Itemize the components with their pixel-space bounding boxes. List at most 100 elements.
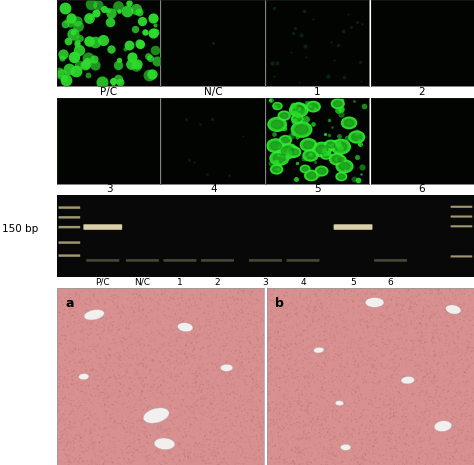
- Point: [216, 433, 223, 440]
- Point: [296, 319, 303, 327]
- Point: [59, 382, 67, 389]
- Point: [196, 361, 203, 369]
- Point: [80, 359, 88, 366]
- Point: [450, 401, 457, 408]
- Point: [67, 453, 75, 461]
- Point: [320, 332, 328, 339]
- Point: [81, 412, 88, 419]
- Point: [170, 458, 178, 465]
- Point: [85, 371, 93, 378]
- Point: [177, 350, 185, 357]
- Point: [454, 456, 461, 464]
- Point: [167, 450, 174, 457]
- Point: [414, 322, 422, 330]
- Point: [280, 306, 288, 313]
- Text: 4: 4: [210, 185, 217, 194]
- Point: [119, 340, 127, 347]
- Point: [65, 456, 73, 464]
- Point: [363, 296, 370, 304]
- Point: [258, 303, 266, 311]
- Point: [176, 314, 183, 321]
- Point: [409, 292, 416, 300]
- Point: [456, 311, 464, 318]
- Point: [268, 332, 275, 339]
- Point: [310, 371, 317, 378]
- Point: [130, 383, 138, 391]
- Point: [354, 360, 362, 368]
- Point: [88, 440, 95, 447]
- Point: [69, 344, 77, 352]
- Point: [165, 428, 173, 435]
- Point: [349, 348, 356, 356]
- Point: [239, 339, 247, 346]
- Point: [196, 420, 204, 427]
- Point: [305, 434, 312, 442]
- Point: [202, 321, 210, 329]
- Point: [127, 423, 135, 430]
- Point: [151, 454, 158, 462]
- Point: [193, 294, 201, 301]
- Point: [214, 410, 221, 418]
- Point: [242, 352, 250, 360]
- Point: [109, 399, 117, 407]
- Point: [412, 459, 420, 465]
- Point: [241, 432, 249, 440]
- Point: [187, 449, 194, 456]
- Point: [247, 386, 255, 394]
- Point: [224, 421, 232, 428]
- Point: [200, 402, 207, 409]
- Point: [332, 302, 339, 310]
- Point: [303, 317, 311, 324]
- Point: [152, 394, 159, 401]
- Point: [465, 340, 472, 347]
- Point: [275, 293, 283, 300]
- Point: [124, 404, 131, 411]
- Point: [233, 295, 240, 303]
- Point: [451, 319, 458, 326]
- Point: [247, 292, 255, 299]
- Point: [362, 319, 370, 326]
- Point: [99, 343, 107, 351]
- Point: [421, 311, 429, 319]
- Point: [335, 348, 343, 355]
- Point: [359, 357, 366, 365]
- Point: [287, 416, 295, 424]
- Point: [444, 442, 452, 450]
- Point: [126, 389, 133, 396]
- Point: [275, 345, 283, 352]
- Point: [321, 415, 328, 423]
- Point: [134, 350, 142, 358]
- Point: [137, 360, 144, 367]
- Point: [264, 421, 272, 428]
- Point: [284, 289, 292, 297]
- Point: [118, 418, 126, 425]
- Point: [252, 401, 260, 408]
- Point: [60, 417, 68, 425]
- Point: [136, 394, 143, 402]
- Point: [161, 379, 169, 386]
- Point: [323, 445, 331, 452]
- Point: [403, 431, 410, 438]
- Point: [429, 440, 437, 447]
- Point: [425, 413, 433, 420]
- Point: [141, 28, 149, 35]
- Point: [161, 366, 169, 374]
- Point: [336, 145, 343, 152]
- Point: [387, 396, 395, 404]
- Point: [417, 425, 425, 432]
- Point: [311, 413, 319, 420]
- Point: [196, 402, 204, 409]
- Point: [393, 405, 401, 412]
- Point: [451, 374, 458, 381]
- Point: [290, 406, 298, 413]
- Point: [87, 316, 95, 324]
- Point: [468, 428, 474, 435]
- Point: [412, 344, 420, 351]
- Point: [235, 432, 243, 439]
- Point: [334, 297, 342, 304]
- Point: [402, 413, 410, 420]
- Point: [67, 330, 75, 338]
- Point: [264, 439, 272, 447]
- Point: [303, 312, 310, 319]
- Point: [323, 458, 330, 465]
